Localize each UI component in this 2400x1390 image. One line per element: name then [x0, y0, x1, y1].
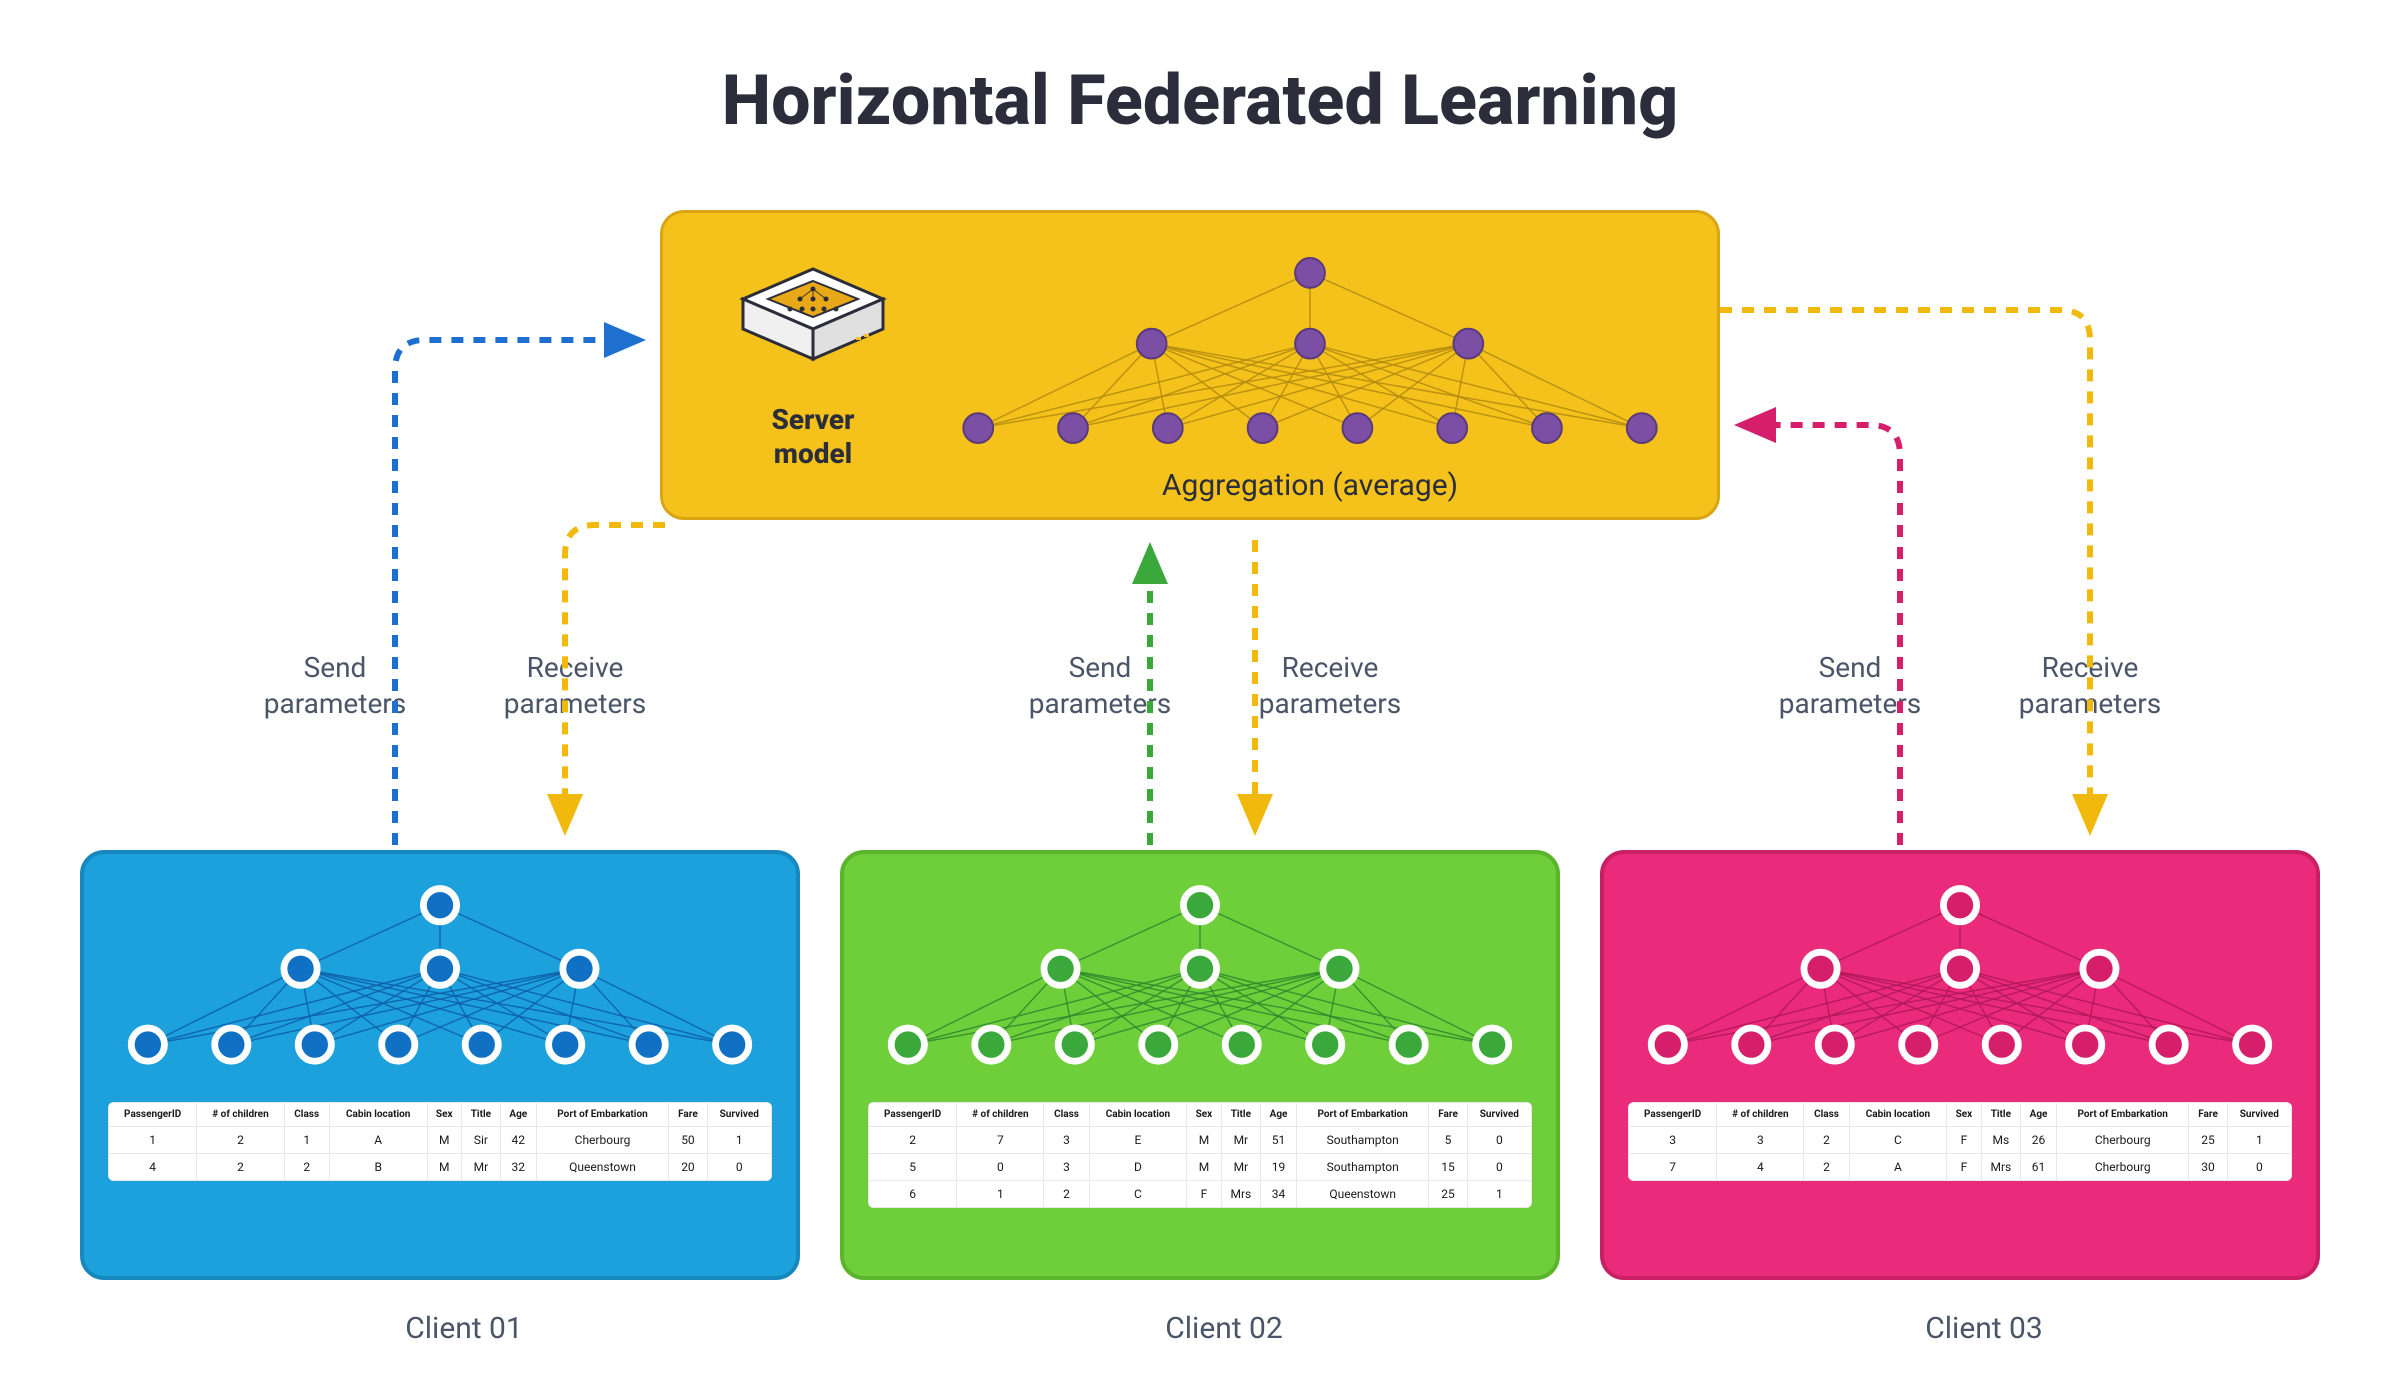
table-header: Age: [500, 1103, 536, 1127]
client-data-table: PassengerID# of childrenClassCabin locat…: [868, 1102, 1532, 1208]
client-panel-1: PassengerID# of childrenClassCabin locat…: [80, 850, 800, 1280]
table-row: 273EMMr51Southampton50: [869, 1127, 1532, 1154]
table-row: 422BMMr32Queenstown200: [109, 1154, 772, 1181]
table-header: PassengerID: [869, 1103, 957, 1127]
client-data-table: PassengerID# of childrenClassCabin locat…: [1628, 1102, 2292, 1181]
table-row: 503DMMr19Southampton150: [869, 1154, 1532, 1181]
server-model-label: Servermodel: [693, 403, 933, 470]
send-params-label-1: Sendparameters: [235, 650, 435, 723]
table-header: Survived: [707, 1103, 771, 1127]
table-header: Cabin location: [329, 1103, 427, 1127]
table-row: 742AFMrs61Cherbourg300: [1629, 1154, 2292, 1181]
table-header: Fare: [1429, 1103, 1467, 1127]
client-panel-2: PassengerID# of childrenClassCabin locat…: [840, 850, 1560, 1280]
receive-params-label-2: Receiveparameters: [1230, 650, 1430, 723]
table-header: Class: [1804, 1103, 1849, 1127]
send-params-label-3: Sendparameters: [1750, 650, 1950, 723]
client-label: Client 03: [1628, 1311, 2340, 1346]
page-title: Horizontal Federated Learning: [0, 0, 2400, 142]
client-neural-net: [1628, 874, 2292, 1084]
table-header: Sex: [1947, 1103, 1981, 1127]
table-header: Survived: [1467, 1103, 1531, 1127]
send-params-label-2: Sendparameters: [1000, 650, 1200, 723]
receive-params-label-1: Receiveparameters: [475, 650, 675, 723]
table-row: 332CFMs26Cherbourg251: [1629, 1127, 2292, 1154]
server-panel: Servermodel Aggregation (average): [660, 210, 1720, 520]
receive-params-label-3: Receiveparameters: [1990, 650, 2190, 723]
table-header: Cabin location: [1849, 1103, 1947, 1127]
table-header: Port of Embarkation: [1296, 1103, 1429, 1127]
table-header: Class: [1044, 1103, 1089, 1127]
table-header: Age: [1261, 1103, 1297, 1127]
table-header: # of children: [957, 1103, 1044, 1127]
table-header: Title: [461, 1103, 500, 1127]
table-header: Sex: [427, 1103, 461, 1127]
table-header: Port of Embarkation: [536, 1103, 669, 1127]
table-header: Port of Embarkation: [2056, 1103, 2189, 1127]
table-header: Sex: [1187, 1103, 1221, 1127]
client-label: Client 01: [108, 1311, 820, 1346]
table-header: Cabin location: [1089, 1103, 1187, 1127]
client-label: Client 02: [868, 1311, 1580, 1346]
client-neural-net: [868, 874, 1532, 1084]
table-header: Fare: [2189, 1103, 2227, 1127]
table-row: 612CFMrs34Queenstown251: [869, 1181, 1532, 1208]
table-header: Fare: [669, 1103, 707, 1127]
table-header: PassengerID: [109, 1103, 197, 1127]
table-header: # of children: [197, 1103, 284, 1127]
table-header: Age: [2021, 1103, 2057, 1127]
client-data-table: PassengerID# of childrenClassCabin locat…: [108, 1102, 772, 1181]
table-header: PassengerID: [1629, 1103, 1717, 1127]
table-header: # of children: [1717, 1103, 1804, 1127]
client-neural-net: [108, 874, 772, 1084]
aggregation-label: Aggregation (average): [933, 468, 1687, 503]
server-box-icon: [728, 259, 898, 389]
client-panel-3: PassengerID# of childrenClassCabin locat…: [1600, 850, 2320, 1280]
table-row: 121AMSir42Cherbourg501: [109, 1127, 772, 1154]
table-header: Title: [1981, 1103, 2021, 1127]
table-header: Class: [284, 1103, 329, 1127]
table-header: Survived: [2227, 1103, 2291, 1127]
server-neural-net: [933, 233, 1687, 497]
table-header: Title: [1221, 1103, 1261, 1127]
